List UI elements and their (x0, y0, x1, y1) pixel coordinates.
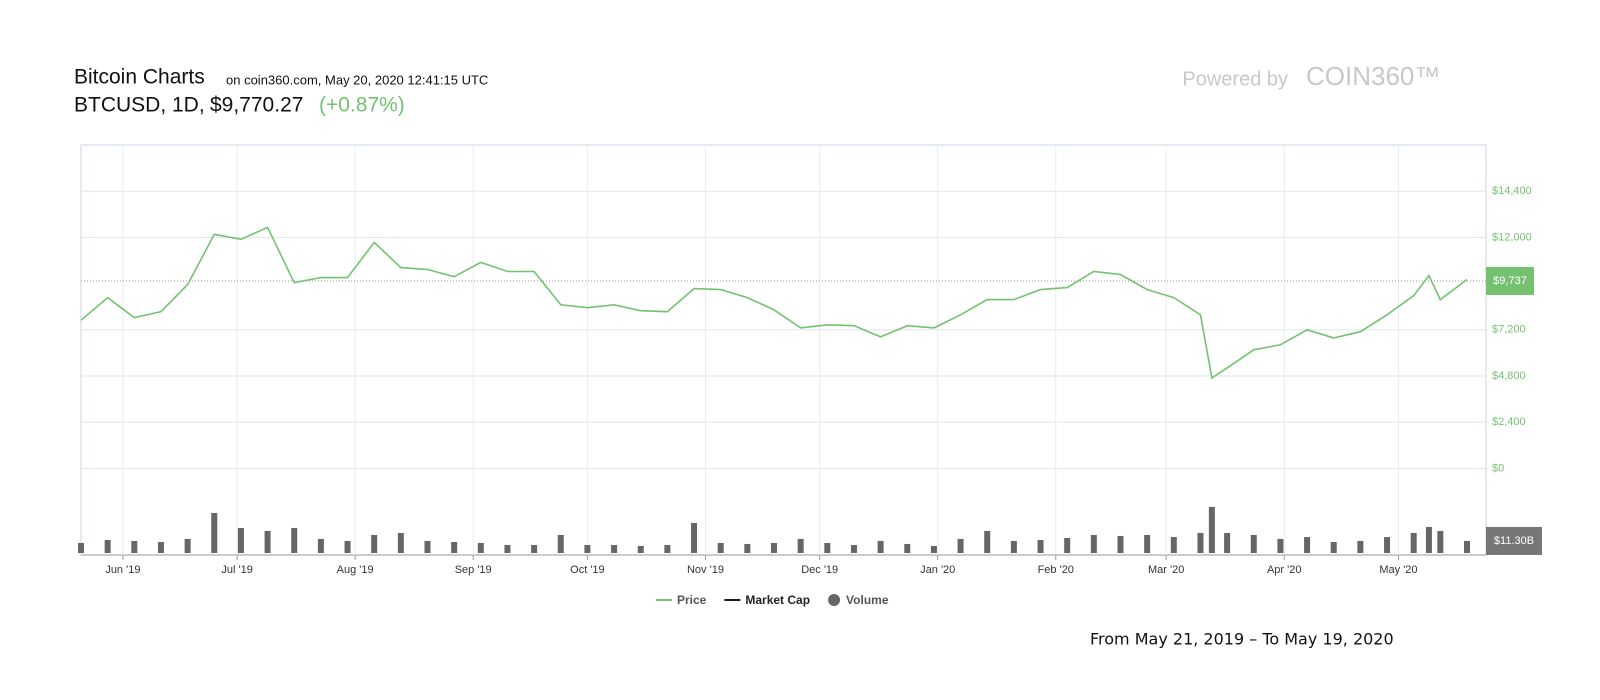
volume-bar (1277, 538, 1284, 553)
volume-bar (1330, 542, 1337, 553)
volume-bar (824, 542, 831, 553)
chart-subtitle: on coin360.com, May 20, 2020 12:41:15 UT… (226, 72, 488, 87)
x-tick-label: Mar '20 (1148, 564, 1184, 576)
volume-bar (1410, 532, 1417, 553)
volume-bar (451, 542, 458, 553)
price: $9,770.27 (210, 94, 303, 117)
x-tick-label: Jan '20 (920, 564, 955, 576)
volume-bar (1197, 532, 1204, 553)
y-tick-label: $14,400 (1492, 185, 1532, 197)
volume-bar (78, 542, 84, 553)
volume-bar (371, 535, 378, 553)
last-volume-label: $11.30B (1494, 535, 1534, 547)
volume-bar (237, 527, 244, 553)
volume-bar (531, 545, 538, 553)
chart-title: Bitcoin Charts (74, 66, 205, 89)
y-tick-label: $7,200 (1492, 324, 1526, 336)
volume-bar (1208, 507, 1215, 553)
volume-bar (1090, 535, 1097, 553)
volume-bar (344, 540, 351, 553)
volume-bar (317, 538, 324, 553)
x-tick-label: Aug '19 (337, 564, 374, 576)
x-tick-label: Dec '19 (801, 564, 838, 576)
volume-bar (397, 532, 404, 553)
last-price-label: $9,737 (1493, 275, 1527, 287)
volume-bar (1437, 530, 1444, 553)
volume-bar (957, 538, 964, 553)
volume-bar (691, 522, 698, 553)
date-range: From May 21, 2019 – To May 19, 2020 (1090, 630, 1394, 649)
volume-bar (1117, 535, 1124, 553)
volume-bar (131, 540, 138, 553)
volume-bar (930, 545, 937, 553)
volume-bar (104, 540, 111, 553)
volume-bar (1464, 540, 1470, 553)
volume-bar (1037, 540, 1044, 553)
last-volume-box (1486, 526, 1542, 555)
volume-bar (1010, 540, 1017, 553)
y-tick-label: $0 (1492, 462, 1504, 474)
volume-bar (1425, 527, 1432, 553)
y-tick-label: $12,000 (1492, 231, 1532, 243)
volume-bar (771, 542, 777, 553)
volume-bar (1357, 540, 1364, 553)
volume-bar (477, 542, 484, 553)
legend-label[interactable]: Volume (846, 593, 889, 607)
price-line (80, 226, 1468, 380)
brand: COIN360™ (1306, 61, 1440, 91)
change: (+0.87%) (319, 94, 405, 117)
volume-bar (504, 545, 511, 553)
legend-label[interactable]: Market Cap (745, 593, 810, 607)
volume-bar (584, 545, 591, 553)
volume-bar (637, 545, 644, 553)
volume-bar (717, 542, 724, 553)
volume-bar (1250, 535, 1257, 553)
volume-bar (984, 530, 991, 553)
symbol: BTCUSD, 1D, (74, 94, 205, 117)
volume-bar (1170, 537, 1177, 553)
volume-bar (557, 535, 564, 553)
plot-frame (80, 144, 1487, 556)
x-tick-label: Nov '19 (687, 564, 724, 576)
x-tick-label: Jun '19 (105, 564, 140, 576)
y-tick-label: $4,800 (1492, 370, 1526, 382)
volume-bar (1144, 535, 1151, 553)
volume-bar (850, 545, 857, 553)
volume-bar (424, 540, 431, 553)
volume-bar (157, 542, 164, 553)
volume-bar (291, 527, 298, 553)
powered-by: Powered by (1182, 68, 1288, 90)
volume-bar (184, 538, 191, 553)
legend-label[interactable]: Price (677, 593, 707, 607)
volume-bar (797, 538, 804, 553)
y-tick-label: $2,400 (1492, 416, 1526, 428)
x-tick-label: Oct '19 (570, 564, 605, 576)
legend-swatch (828, 594, 841, 606)
volume-bar (1304, 537, 1311, 553)
volume-bar (1064, 537, 1071, 553)
volume-bar (611, 545, 618, 553)
x-tick-label: Jul '19 (221, 564, 252, 576)
volume-bar (904, 543, 911, 553)
x-tick-label: Apr '20 (1267, 564, 1302, 576)
x-tick-label: Sep '19 (455, 564, 492, 576)
last-price-box (1486, 266, 1534, 295)
volume-bar (1224, 532, 1231, 553)
volume-bar (877, 540, 884, 553)
x-tick-label: Feb '20 (1038, 564, 1074, 576)
volume-bar (1384, 537, 1391, 553)
volume-bar (211, 512, 218, 553)
volume-bar (264, 530, 271, 553)
x-tick-label: May '20 (1379, 564, 1417, 576)
volume-bar (664, 545, 671, 553)
volume-bar (744, 543, 751, 553)
